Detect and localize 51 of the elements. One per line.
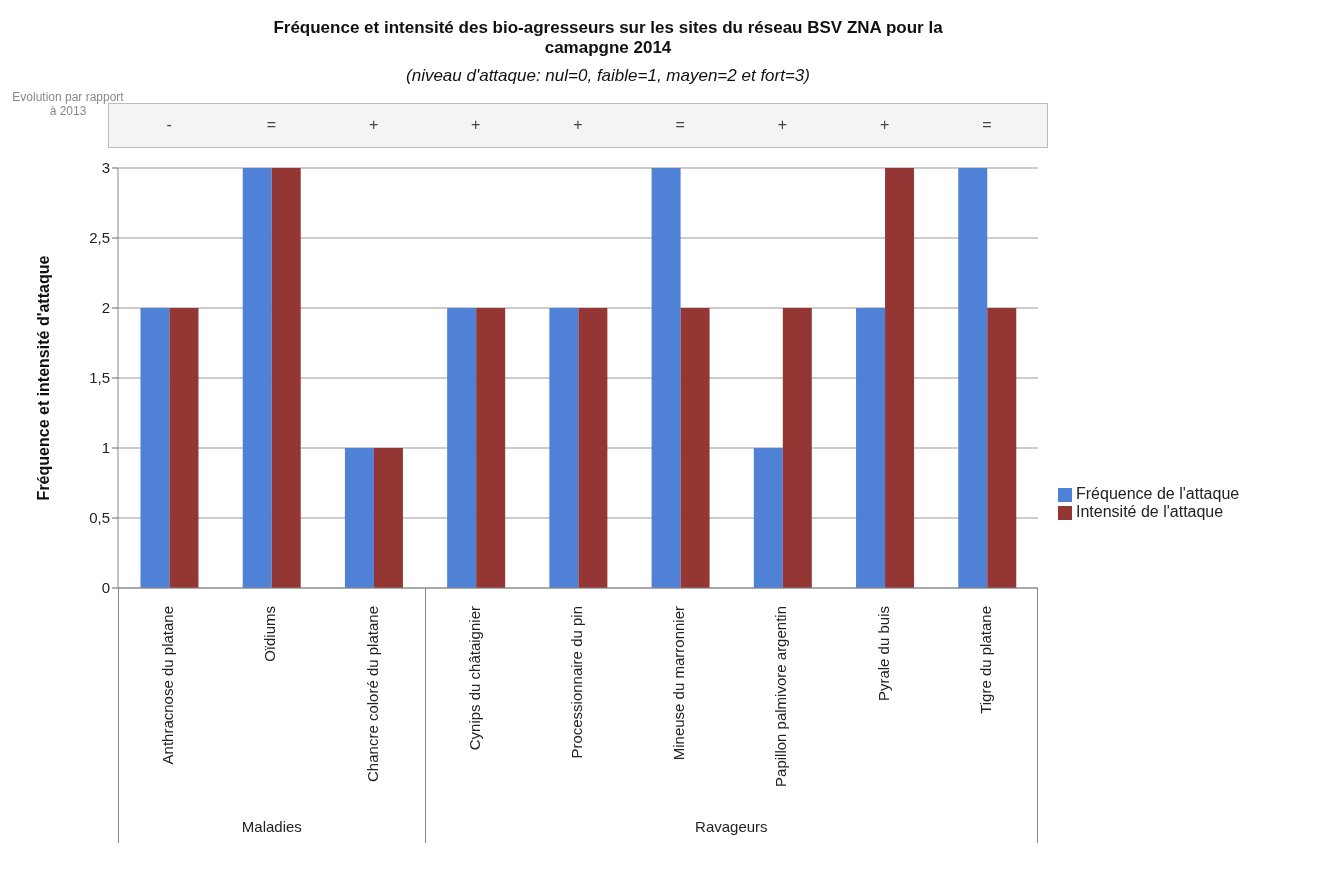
text: + bbox=[367, 116, 380, 134]
x-tick-label: Papillon palmivore argentin bbox=[772, 606, 790, 787]
text: = bbox=[981, 116, 993, 134]
text: + bbox=[470, 116, 482, 134]
chart-subtitle: (niveau d'attaque: nul=0, faible=1, mayen=2 et fort=3) bbox=[405, 66, 811, 86]
x-tick-label: Chancre coloré du platane bbox=[363, 606, 381, 782]
text: Maladies bbox=[240, 818, 303, 835]
bar bbox=[578, 308, 608, 588]
text: + bbox=[879, 116, 891, 134]
bar bbox=[373, 448, 403, 588]
bar bbox=[476, 308, 506, 588]
bar bbox=[753, 448, 783, 588]
text: Evolution par rapport à 2013 bbox=[11, 90, 125, 118]
text: - bbox=[165, 116, 173, 134]
x-tick-label: Pyrale du buis bbox=[874, 606, 892, 702]
y-tick-label: 2 bbox=[101, 299, 110, 317]
text: = bbox=[265, 116, 277, 134]
bar bbox=[885, 168, 915, 588]
bar bbox=[782, 308, 812, 588]
bar bbox=[169, 308, 199, 588]
bar bbox=[651, 168, 681, 588]
bar bbox=[549, 308, 579, 588]
bar bbox=[680, 308, 710, 588]
x-tick-label: Anthracnose du platane bbox=[159, 606, 177, 765]
legend-label: Fréquence de l'attaque bbox=[1076, 485, 1240, 502]
bar bbox=[856, 308, 886, 588]
x-tick-label: Oïdiums bbox=[261, 606, 279, 662]
bar bbox=[242, 168, 272, 588]
bar bbox=[447, 308, 477, 588]
y-tick-label: 0,5 bbox=[89, 509, 110, 527]
bar bbox=[140, 308, 170, 588]
text: = bbox=[674, 116, 686, 134]
y-axis-title: Fréquence et intensité d'attaque bbox=[34, 255, 52, 501]
text: + bbox=[776, 116, 789, 134]
y-tick-label: 2,5 bbox=[89, 229, 110, 247]
legend-label: Intensité de l'attaque bbox=[1076, 503, 1224, 520]
y-tick-label: 3 bbox=[101, 159, 110, 177]
text: + bbox=[572, 116, 584, 134]
x-tick-label: Tigre du platane bbox=[976, 606, 994, 714]
bar bbox=[958, 168, 988, 588]
text: Ravageurs bbox=[694, 818, 769, 835]
x-tick-label: Processionnaire du pin bbox=[567, 606, 585, 759]
bar bbox=[987, 308, 1017, 588]
bar bbox=[271, 168, 301, 588]
y-tick-label: 1 bbox=[101, 439, 110, 457]
y-tick-label: 1,5 bbox=[89, 369, 110, 387]
chart-title: Fréquence et intensité des bio-agresseurs sur les sites du réseau BSV ZNA pour la camapgne 2014 bbox=[272, 18, 944, 58]
x-tick-label: Cynips du châtaignier bbox=[465, 606, 483, 751]
bar bbox=[344, 448, 374, 588]
x-tick-label: Mineuse du marronnier bbox=[670, 606, 688, 761]
y-tick-label: 0 bbox=[101, 579, 110, 597]
